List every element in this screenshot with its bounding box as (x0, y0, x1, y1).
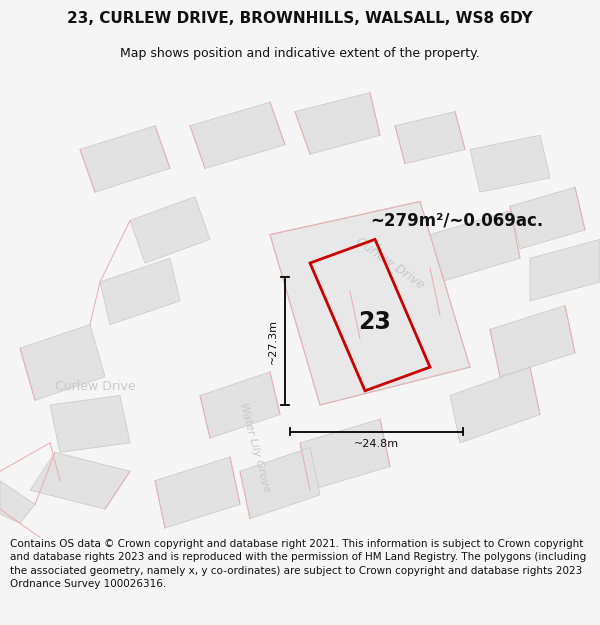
Polygon shape (155, 457, 240, 528)
Polygon shape (300, 419, 390, 490)
Polygon shape (240, 448, 320, 519)
Text: ~24.8m: ~24.8m (354, 439, 399, 449)
Text: 23, CURLEW DRIVE, BROWNHILLS, WALSALL, WS8 6DY: 23, CURLEW DRIVE, BROWNHILLS, WALSALL, W… (67, 11, 533, 26)
Polygon shape (395, 112, 465, 164)
Polygon shape (200, 372, 280, 438)
Text: 23: 23 (359, 310, 391, 334)
Polygon shape (510, 188, 585, 249)
Text: Water Lily Grove: Water Lily Grove (238, 401, 272, 494)
Polygon shape (450, 367, 540, 443)
Polygon shape (490, 306, 575, 377)
Polygon shape (270, 201, 470, 405)
Polygon shape (130, 197, 210, 263)
Polygon shape (530, 239, 600, 301)
Polygon shape (100, 258, 180, 324)
Polygon shape (430, 211, 520, 282)
Polygon shape (50, 396, 130, 452)
Text: Map shows position and indicative extent of the property.: Map shows position and indicative extent… (120, 47, 480, 59)
Polygon shape (80, 126, 170, 192)
Text: Contains OS data © Crown copyright and database right 2021. This information is : Contains OS data © Crown copyright and d… (10, 539, 586, 589)
Polygon shape (190, 102, 285, 168)
Polygon shape (20, 324, 105, 400)
Polygon shape (470, 135, 550, 192)
Polygon shape (30, 452, 130, 509)
Text: Curlew Drive: Curlew Drive (55, 379, 136, 392)
Text: ~27.3m: ~27.3m (268, 319, 278, 364)
Polygon shape (350, 268, 440, 339)
Polygon shape (0, 481, 35, 523)
Text: ~279m²/~0.069ac.: ~279m²/~0.069ac. (370, 211, 543, 229)
Polygon shape (295, 92, 380, 154)
Text: Curlew Drive: Curlew Drive (353, 234, 427, 291)
